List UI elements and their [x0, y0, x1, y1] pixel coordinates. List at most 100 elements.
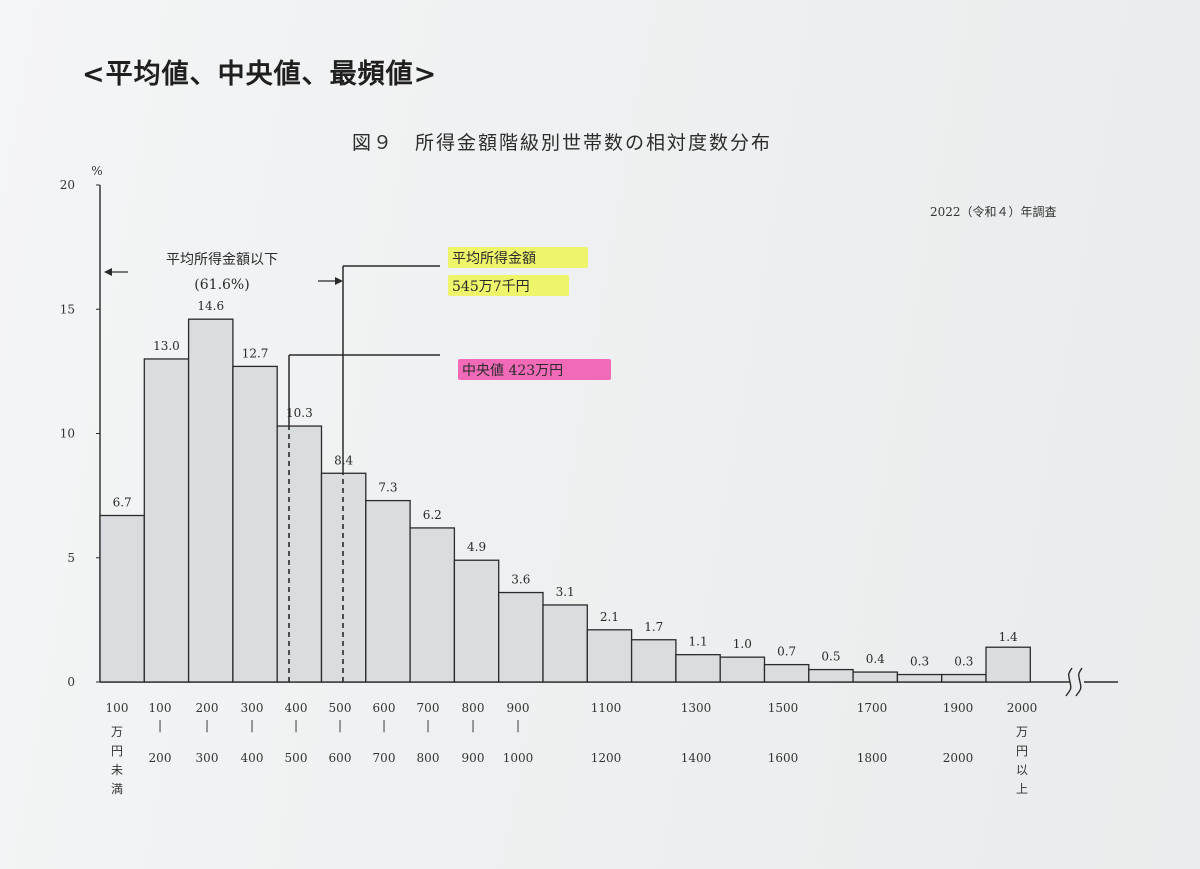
data-label: 7.3: [378, 481, 397, 495]
x-tick-label-vertical: 未: [111, 763, 123, 777]
y-tick-label: 15: [60, 302, 75, 316]
bar: [542, 604, 588, 683]
x-tick-label: 100: [149, 701, 172, 715]
x-tick-connector: |: [471, 718, 475, 732]
x-tick-label: 1600: [768, 751, 799, 765]
data-label: 12.7: [242, 346, 269, 360]
x-tick-label: 1900: [943, 701, 974, 715]
x-tick-label: 800: [462, 701, 485, 715]
bar: [143, 358, 190, 683]
x-tick-label: 700: [373, 751, 396, 765]
x-tick-label: 2000: [943, 751, 974, 765]
bar: [675, 654, 721, 683]
x-tick-label-vertical: 満: [111, 782, 123, 796]
bar: [99, 514, 145, 683]
data-label: 1.1: [689, 635, 708, 649]
bar: [630, 639, 677, 683]
x-tick-label-vertical: 万: [1016, 725, 1028, 739]
x-tick-connector: |: [426, 718, 430, 732]
data-label: 1.7: [644, 620, 663, 634]
mean-highlight: [448, 275, 569, 296]
bar: [852, 671, 899, 683]
x-tick-label: 1500: [768, 701, 799, 715]
data-label: 0.3: [954, 655, 973, 669]
x-tick-connector: |: [158, 718, 162, 732]
mean-highlight: [448, 247, 588, 268]
data-label: 8.4: [334, 453, 353, 467]
x-tick-label: 400: [241, 751, 264, 765]
data-label: 6.2: [423, 508, 442, 522]
x-tick-label: 1100: [591, 701, 622, 715]
x-tick-label: 1700: [857, 701, 888, 715]
x-tick-label: 1300: [681, 701, 712, 715]
x-tick-label: 600: [373, 701, 396, 715]
x-tick-label-vertical: 万: [111, 725, 123, 739]
x-tick-connector: |: [382, 718, 386, 732]
below-mean-label: 平均所得金額以下: [166, 251, 278, 268]
x-tick-label: 2000: [1007, 701, 1038, 715]
x-tick-label: 200: [149, 751, 172, 765]
bar: [187, 318, 234, 683]
below-mean-value: (61.6%): [194, 277, 249, 293]
axis-break-mark: [1075, 667, 1083, 697]
bar: [586, 629, 633, 683]
bar: [453, 559, 500, 683]
data-label: 0.4: [866, 652, 885, 666]
x-tick-label: 900: [462, 751, 485, 765]
x-tick-label: 200: [196, 701, 219, 715]
data-label: 3.1: [556, 585, 575, 599]
data-label: 0.7: [777, 645, 796, 659]
bar: [985, 646, 1031, 683]
x-tick-label: 700: [417, 701, 440, 715]
bar: [896, 673, 943, 683]
x-tick-label: 100: [106, 701, 129, 715]
x-tick-label: 400: [285, 701, 308, 715]
bar: [365, 499, 411, 683]
bar: [941, 673, 987, 683]
x-tick-connector: |: [338, 718, 342, 732]
x-tick-label: 1000: [503, 751, 534, 765]
median-highlight: [458, 359, 611, 380]
x-tick-label-vertical: 以: [1016, 763, 1028, 777]
y-tick-label: 20: [60, 178, 75, 192]
x-tick-label: 1800: [857, 751, 888, 765]
y-axis-unit: %: [91, 164, 102, 178]
bar: [808, 668, 854, 683]
y-tick-label: 10: [60, 427, 75, 441]
x-tick-label: 500: [285, 751, 308, 765]
x-tick-label: 1400: [681, 751, 712, 765]
data-label: 4.9: [467, 540, 486, 554]
axis-break-mark: [1065, 667, 1073, 697]
data-label: 6.7: [113, 496, 132, 510]
mean-value: 545万7千円: [452, 279, 530, 295]
bar: [276, 425, 323, 683]
x-tick-connector: |: [250, 718, 254, 732]
bar: [719, 656, 766, 683]
data-label: 13.0: [153, 339, 180, 353]
x-tick-connector: |: [516, 718, 520, 732]
bar: [498, 591, 544, 683]
page-heading: <平均値、中央値、最頻値>: [82, 59, 438, 90]
x-tick-label: 300: [241, 701, 264, 715]
survey-note: 2022（令和４）年調査: [930, 205, 1057, 219]
data-label: 10.3: [286, 406, 313, 420]
data-label: 0.5: [821, 650, 840, 664]
bar: [232, 365, 278, 683]
data-label: 1.4: [999, 630, 1018, 644]
x-tick-label: 300: [196, 751, 219, 765]
data-label: 1.0: [733, 637, 752, 651]
data-label: 2.1: [600, 610, 619, 624]
chart-title: 図９ 所得金額階級別世帯数の相対度数分布: [352, 132, 773, 154]
right-arrow-head: [335, 277, 343, 285]
x-tick-label: 900: [507, 701, 530, 715]
x-tick-label: 800: [417, 751, 440, 765]
bar: [409, 527, 456, 683]
x-tick-label-vertical: 上: [1016, 782, 1028, 796]
x-tick-connector: |: [294, 718, 298, 732]
data-label: 14.6: [197, 299, 224, 313]
x-tick-label-vertical: 円: [111, 744, 123, 758]
x-tick-label: 1200: [591, 751, 622, 765]
bar: [763, 663, 810, 683]
data-label: 3.6: [511, 573, 530, 587]
